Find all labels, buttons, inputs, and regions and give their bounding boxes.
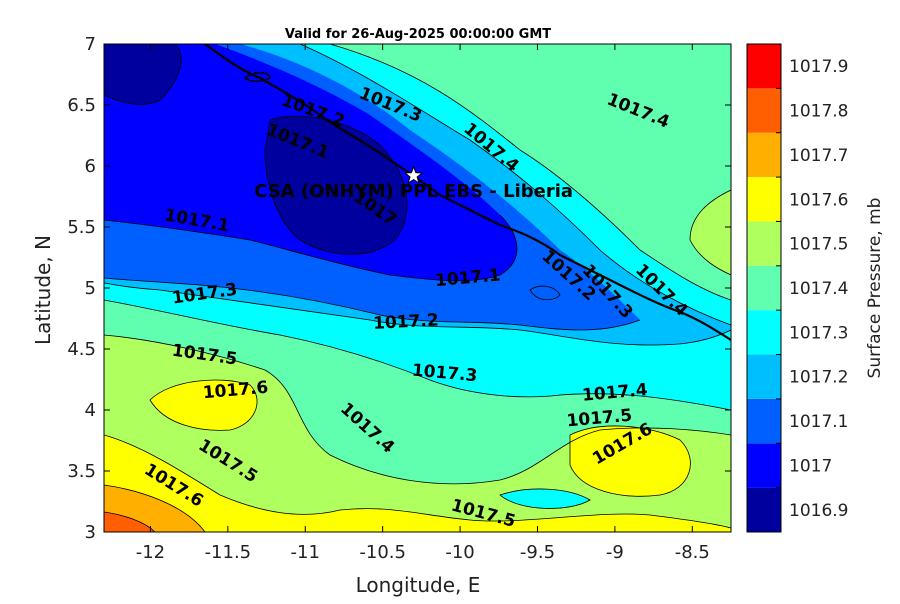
y-tick-label: 3 — [85, 522, 96, 543]
colorbar-label: Surface Pressure, mb — [865, 198, 885, 379]
colorbar-swatch — [747, 44, 781, 89]
contour-label: 1017.2 — [373, 310, 440, 333]
colorbar-level-label: 1017.2 — [789, 368, 848, 388]
colorbar-swatch — [747, 132, 781, 178]
colorbar-level-label: 1017.9 — [789, 57, 848, 77]
colorbar-swatch — [747, 354, 781, 399]
x-tick-label: -8.5 — [675, 542, 710, 563]
colorbar-level-label: 1016.9 — [789, 501, 848, 521]
y-tick-label: 6.5 — [67, 95, 96, 116]
colorbar-level-label: 1017 — [789, 456, 832, 476]
star-icon — [403, 165, 424, 185]
x-tick-label: -9.5 — [520, 542, 555, 563]
y-axis-ticks: 3 3.5 4 4.5 5 5.5 6 6.5 7 — [67, 34, 731, 543]
colorbar-swatch — [747, 487, 781, 532]
colorbar-level-label: 1017.4 — [789, 279, 848, 299]
colorbar-level-label: 1017.3 — [789, 323, 848, 343]
y-tick-label: 5.5 — [67, 217, 96, 238]
location-marker: CSA (ONHYM) PPL EBS - Liberia — [254, 165, 573, 202]
colorbar-swatch — [747, 398, 781, 444]
colorbar-swatch — [747, 221, 781, 266]
map-title: Valid for 26-Aug-2025 00:00:00 GMT — [285, 27, 551, 42]
x-tick-label: -11.5 — [205, 542, 252, 563]
colorbar-swatch — [747, 88, 781, 133]
contour-field — [104, 44, 731, 532]
x-axis-label: Longitude, E — [356, 573, 481, 597]
y-tick-label: 4 — [85, 400, 96, 421]
y-axis-label: Latitude, N — [31, 235, 55, 345]
colorbar-frame — [746, 43, 782, 533]
x-tick-label: -11 — [291, 542, 320, 563]
location-label: CSA (ONHYM) PPL EBS - Liberia — [254, 181, 573, 202]
colorbar-level-label: 1017.5 — [789, 235, 848, 255]
x-tick-label: -9 — [606, 542, 624, 563]
y-tick-label: 7 — [85, 34, 96, 55]
y-tick-label: 6 — [85, 156, 96, 177]
x-tick-label: -10.5 — [359, 542, 406, 563]
colorbar-level-label: 1017.7 — [789, 146, 848, 166]
x-tick-label: -10 — [445, 542, 474, 563]
colorbar-swatch — [747, 265, 781, 311]
colorbar-swatch — [747, 177, 781, 222]
contour-lines — [104, 44, 731, 532]
colorbar: 1016.9 1017 1017.1 1017.2 1017.3 1017.4 1017.5… — [746, 43, 848, 533]
colorbar-swatch — [747, 443, 781, 488]
x-tick-label: -12 — [136, 542, 165, 563]
colorbar-level-label: 1017.8 — [789, 102, 848, 122]
y-tick-label: 5 — [85, 278, 96, 299]
coastline — [204, 44, 731, 341]
colorbar-level-label: 1017.1 — [789, 412, 848, 432]
x-axis-ticks: -12 -11.5 -11 -10.5 -10 -9.5 -9 -8.5 — [136, 44, 710, 563]
y-tick-label: 4.5 — [67, 339, 96, 360]
y-tick-label: 3.5 — [67, 461, 96, 482]
colorbar-level-label: 1017.6 — [789, 190, 848, 210]
colorbar-swatch — [747, 310, 781, 355]
